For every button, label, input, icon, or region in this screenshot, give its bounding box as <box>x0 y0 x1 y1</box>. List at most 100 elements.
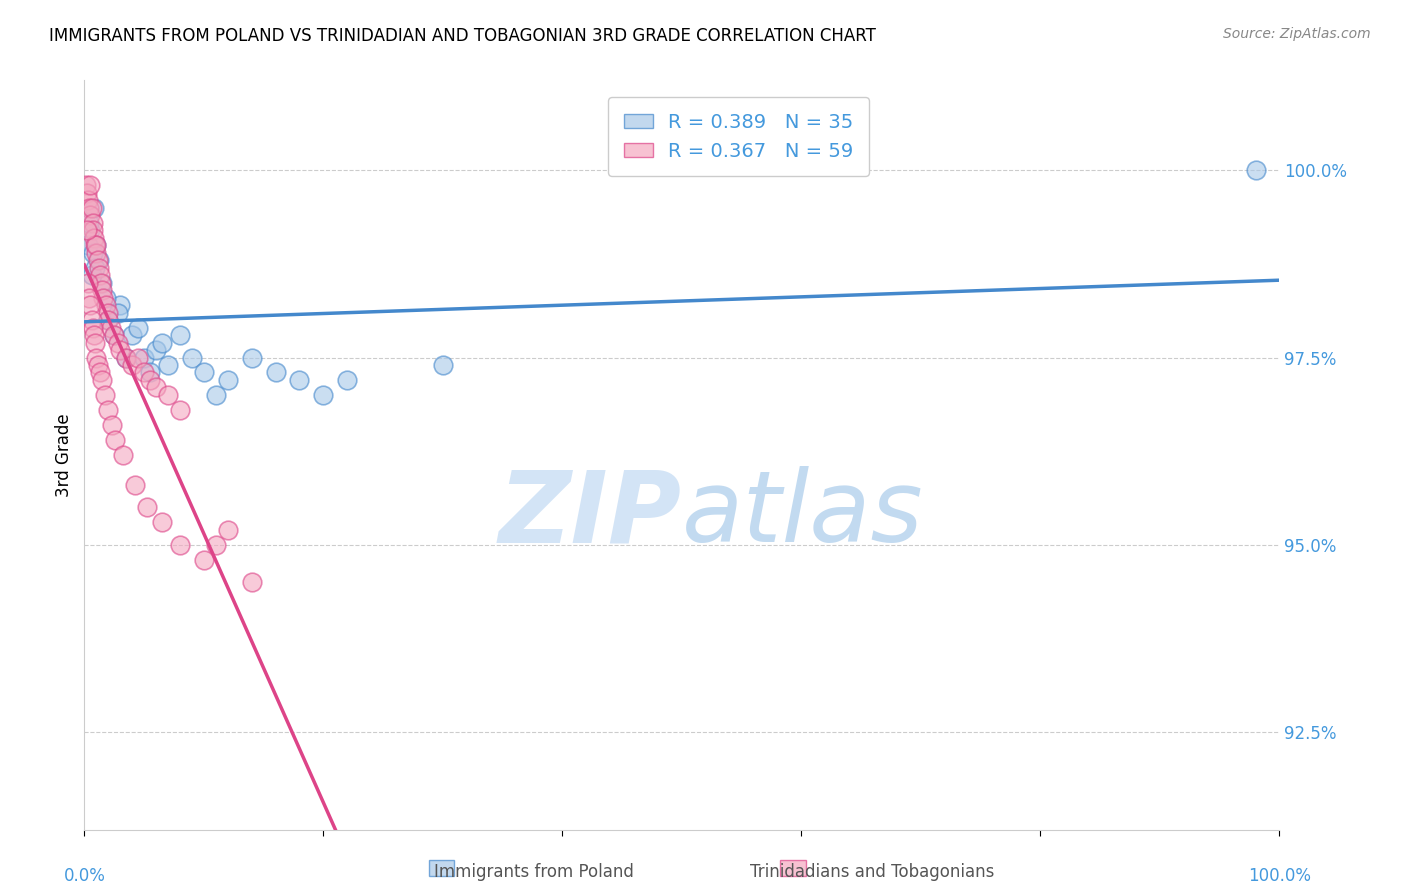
Point <box>97 313 120 327</box>
Point <box>121 328 143 343</box>
Point <box>82 216 104 230</box>
Point <box>169 328 191 343</box>
Point <box>132 366 156 380</box>
Point <box>124 478 146 492</box>
Point <box>104 433 127 447</box>
Point <box>91 373 114 387</box>
Point <box>312 388 335 402</box>
Text: IMMIGRANTS FROM POLAND VS TRINIDADIAN AND TOBAGONIAN 3RD GRADE CORRELATION CHART: IMMIGRANTS FROM POLAND VS TRINIDADIAN AN… <box>49 27 876 45</box>
Point <box>181 351 204 365</box>
Point <box>110 343 132 357</box>
Point <box>93 291 115 305</box>
Y-axis label: 3rd Grade: 3rd Grade <box>55 413 73 497</box>
Point <box>79 298 101 312</box>
Point <box>94 298 117 312</box>
Point <box>193 366 215 380</box>
Point <box>107 335 129 350</box>
Point <box>77 276 100 290</box>
Point <box>103 328 125 343</box>
Point <box>94 291 117 305</box>
Point <box>110 298 132 312</box>
Point <box>139 366 162 380</box>
Point <box>127 320 149 334</box>
Point <box>157 388 180 402</box>
Point <box>82 223 104 237</box>
Point <box>169 538 191 552</box>
Text: 100.0%: 100.0% <box>1249 867 1310 885</box>
Point <box>89 268 111 282</box>
Point <box>91 283 114 297</box>
Point <box>79 178 101 193</box>
Point <box>115 351 138 365</box>
Point <box>79 223 101 237</box>
Point <box>86 238 108 252</box>
Point <box>86 253 108 268</box>
Point <box>84 335 107 350</box>
Point <box>150 516 173 530</box>
Point <box>432 358 454 372</box>
Point <box>103 328 125 343</box>
Point <box>139 373 162 387</box>
Point <box>336 373 359 387</box>
Point <box>100 320 122 334</box>
Point <box>145 343 167 357</box>
Point <box>84 238 107 252</box>
Point <box>157 358 180 372</box>
Point <box>264 366 287 380</box>
Point <box>83 230 105 244</box>
Point <box>75 178 97 193</box>
Text: 0.0%: 0.0% <box>63 867 105 885</box>
Point <box>111 448 134 462</box>
Point <box>90 276 112 290</box>
Point <box>217 523 239 537</box>
Point <box>87 253 110 268</box>
Point <box>127 351 149 365</box>
Point <box>82 245 104 260</box>
Point <box>205 538 228 552</box>
Point <box>93 388 115 402</box>
Point <box>86 238 108 252</box>
Point <box>91 276 114 290</box>
Point <box>107 305 129 319</box>
Point <box>240 575 263 590</box>
Point <box>86 358 108 372</box>
Text: atlas: atlas <box>682 467 924 564</box>
Point <box>135 500 157 515</box>
Point <box>83 328 105 343</box>
Text: ZIP: ZIP <box>499 467 682 564</box>
Text: Trinidadians and Tobagonians: Trinidadians and Tobagonians <box>749 863 994 881</box>
Point <box>217 373 239 387</box>
Point <box>76 186 98 200</box>
Text: Source: ZipAtlas.com: Source: ZipAtlas.com <box>1223 27 1371 41</box>
Point <box>76 223 98 237</box>
Point <box>84 260 107 275</box>
Point <box>97 403 120 417</box>
Point <box>89 366 111 380</box>
Point <box>80 313 103 327</box>
Point <box>87 260 110 275</box>
Point <box>121 358 143 372</box>
Point <box>97 313 120 327</box>
Point <box>145 380 167 394</box>
Point <box>169 403 191 417</box>
Point <box>80 201 103 215</box>
Point <box>240 351 263 365</box>
Point <box>82 320 104 334</box>
Point <box>132 351 156 365</box>
Point <box>86 245 108 260</box>
Point <box>1244 163 1267 178</box>
Point <box>77 193 100 207</box>
Point <box>193 553 215 567</box>
Point <box>101 417 124 432</box>
Point <box>77 201 100 215</box>
Point <box>77 291 100 305</box>
Point <box>77 216 100 230</box>
Point <box>80 268 103 282</box>
Text: Immigrants from Poland: Immigrants from Poland <box>434 863 634 881</box>
Point <box>205 388 228 402</box>
Point <box>115 351 138 365</box>
Point <box>86 351 108 365</box>
Point <box>77 238 100 252</box>
Point <box>97 305 120 319</box>
Point <box>150 335 173 350</box>
